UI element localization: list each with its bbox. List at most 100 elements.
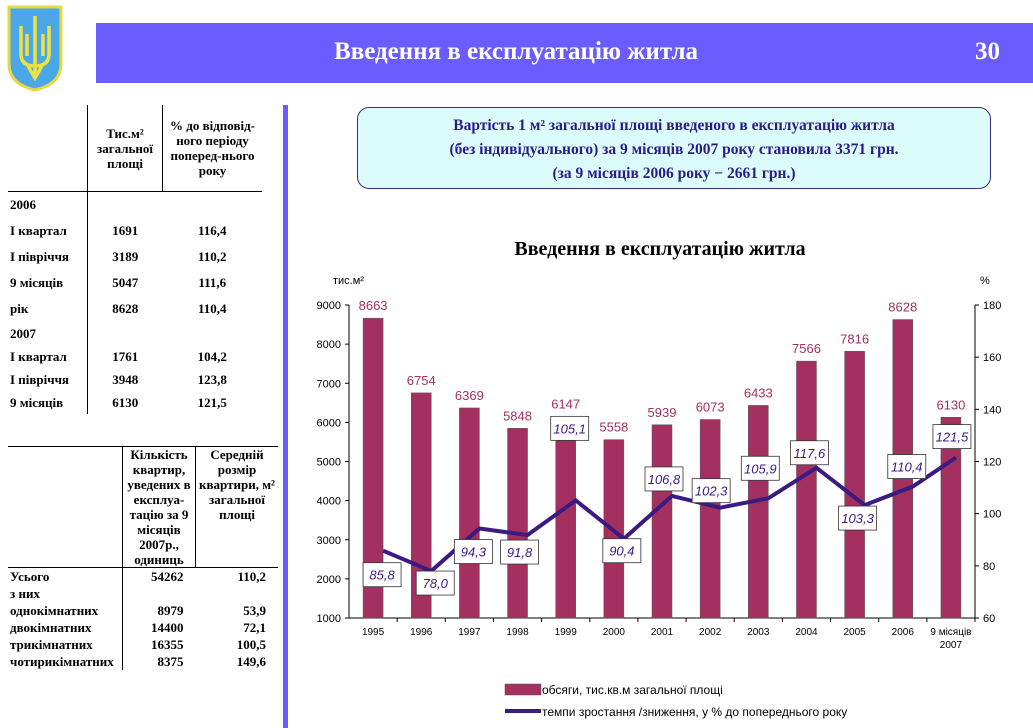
bar-label: 6433 [744, 385, 773, 400]
divider [283, 105, 288, 728]
x-tick-label: 9 місяців [930, 627, 971, 638]
table-cell: 9 місяців [8, 270, 88, 296]
y-tick-label: 9000 [317, 300, 341, 312]
note-line: (без індивідуального) за 9 місяців 2007 … [449, 141, 899, 158]
header-cell [8, 105, 88, 192]
x-tick-label: 1995 [362, 627, 385, 638]
x-tick-label: 2006 [892, 627, 915, 638]
x-tick-label: 2002 [699, 627, 722, 638]
table-cell: з них [8, 585, 123, 602]
table-row: однокімнатних 8979 53,9 [8, 602, 278, 619]
bar-label: 6130 [936, 397, 965, 412]
bar-label: 6754 [407, 373, 436, 388]
legend-line-label: темпи зростання /зниження, у % до попере… [542, 705, 847, 719]
y2-axis-label: % [980, 275, 990, 287]
y2-tick-label: 160 [983, 352, 1001, 364]
line-label-box [932, 424, 972, 449]
line-label: 102,3 [695, 484, 728, 499]
table-row: І півріччя 3948 123,8 [8, 368, 262, 391]
x-tick-label: 2005 [843, 627, 866, 638]
table-cell: 2007 [8, 322, 88, 345]
line-label: 85,8 [369, 568, 395, 583]
table-cell: 110,4 [197, 301, 227, 316]
table-cell: 54262 [151, 568, 184, 584]
table-cell: 1761 [112, 348, 139, 364]
bar-label: 6369 [455, 388, 484, 403]
table-cell: 2006 [8, 191, 88, 218]
apartments-table: Кількість квартир, уведених в експлуа-та… [8, 446, 278, 670]
table-row: І квартал 1761 104,2 [8, 345, 262, 368]
y2-tick-label: 180 [983, 300, 1001, 312]
line-label-box [790, 440, 829, 466]
line-label-box [740, 455, 780, 481]
housing-table: Тис.м² загальної площі% до відповід-ного… [8, 105, 262, 414]
table-cell: 116,4 [197, 223, 227, 238]
table-cell: 14400 [151, 619, 184, 635]
bar [410, 392, 432, 619]
note-line: Вартість 1 м² загальної площі введеного … [453, 117, 895, 134]
table-cell: 6130 [112, 394, 139, 410]
bar [555, 416, 576, 619]
x-tick-label: 2000 [603, 627, 626, 638]
y2-tick-label: 140 [983, 404, 1001, 416]
header-banner [96, 23, 1033, 83]
table-row: з них [8, 585, 278, 602]
table-cell: 1691 [112, 223, 139, 238]
header-cell: Кількість квартир, уведених в експлуа-та… [122, 446, 196, 568]
table-cell: 8375 [157, 653, 184, 669]
bar [459, 407, 480, 619]
page-title: Введення в експлуатацію житла [334, 38, 698, 65]
bar [362, 317, 384, 619]
cost-note: Вартість 1 м² загальної площі введеного … [357, 107, 991, 189]
header-cell [8, 446, 123, 568]
table-row: 9 місяців 5047 111,6 [8, 270, 262, 296]
y-tick-label: 1000 [317, 613, 341, 625]
page-number: 30 [975, 38, 1000, 65]
y2-tick-label: 80 [983, 561, 995, 573]
note-line: (за 9 місяців 2006 року − 2661 грн.) [552, 165, 796, 182]
table-cell: 16355 [151, 636, 184, 652]
table-cell: 3189 [112, 249, 139, 264]
x-tick-label: 2004 [795, 627, 818, 638]
header-cell: % до відповід-ного періоду поперед-нього… [162, 105, 262, 192]
y-tick-label: 8000 [317, 339, 341, 351]
x-tick-label: 1999 [555, 627, 578, 638]
y-tick-label: 7000 [317, 378, 341, 390]
table-cell: 9 місяців [8, 391, 88, 414]
line-label: 94,3 [461, 545, 487, 560]
bar-label: 7566 [792, 341, 821, 356]
table-row: Усього 54262 110,2 [8, 567, 278, 585]
line-label: 121,5 [936, 430, 969, 445]
line-label-box [500, 539, 539, 565]
table-cell: 123,8 [197, 371, 227, 387]
line-label: 90,4 [609, 544, 634, 559]
bar-label: 8628 [888, 300, 917, 315]
table-cell: трикімнатних [8, 636, 123, 653]
x-tick-label: 1996 [410, 627, 433, 638]
table-cell: 104,2 [197, 348, 227, 364]
table-cell: 110,2 [197, 249, 227, 264]
header-cell: Тис.м² загальної площі [87, 105, 163, 192]
table-cell: І півріччя [8, 368, 88, 391]
x-tick-label: 2007 [940, 640, 963, 651]
table-cell: 149,6 [236, 653, 266, 669]
x-tick-label: 2003 [747, 627, 770, 638]
y-axis-label: тис.м² [333, 275, 364, 287]
line-label-box [362, 562, 402, 588]
table-row: трикімнатних 16355 100,5 [8, 636, 278, 653]
table-cell: рік [8, 296, 88, 322]
y-tick-label: 4000 [317, 496, 341, 508]
table-cell: чотирикімнатних [8, 653, 123, 670]
growth-line [382, 455, 958, 574]
legend-bar-swatch [504, 683, 542, 696]
x-tick-label: 1997 [458, 627, 481, 638]
line-label: 106,8 [648, 472, 681, 487]
table-cell: І квартал [8, 345, 88, 368]
line-label: 91,8 [507, 545, 533, 560]
table-cell: двокімнатних [8, 619, 123, 636]
y-tick-label: 6000 [317, 417, 341, 429]
y2-tick-label: 60 [983, 613, 995, 625]
line-label-box [691, 478, 731, 504]
table-row: чотирикімнатних 8375 149,6 [8, 653, 278, 670]
line-label: 105,9 [744, 461, 777, 476]
